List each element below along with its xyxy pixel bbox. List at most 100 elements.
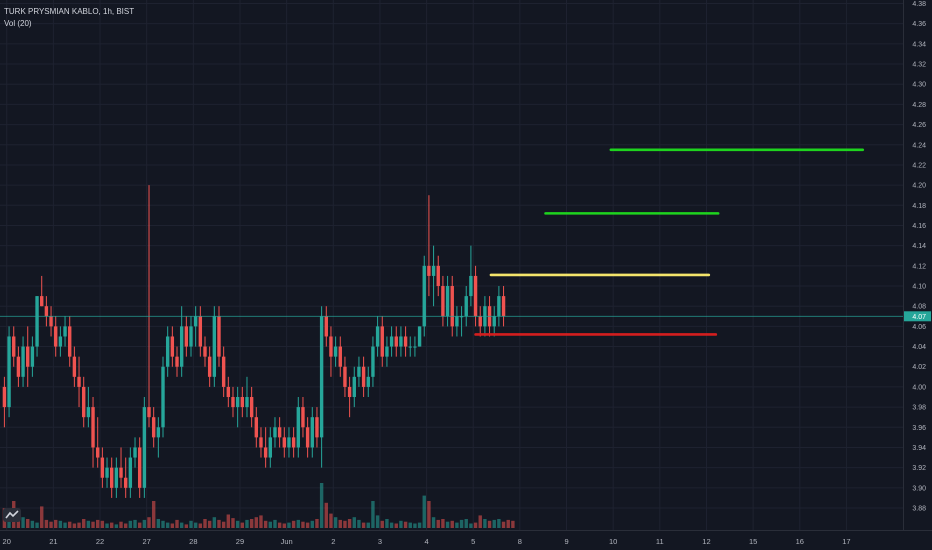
candle-body: [100, 457, 105, 478]
volume-bar: [319, 483, 324, 528]
candle-body: [324, 316, 328, 337]
candle-body: [109, 467, 114, 488]
volume-bar: [254, 517, 259, 528]
volume-bar: [450, 520, 454, 528]
volume-bar: [315, 519, 319, 528]
volume-bar: [347, 519, 352, 528]
volume-indicator-label[interactable]: Vol (20): [4, 19, 32, 28]
y-tick-label: 4.06: [912, 324, 926, 331]
candle-body: [179, 326, 184, 367]
candle-body: [137, 447, 142, 488]
candle-body: [128, 457, 133, 488]
volume-bar: [40, 506, 44, 528]
volume-bar: [469, 523, 473, 528]
volume-bar: [128, 520, 133, 528]
volume-bar: [77, 522, 81, 528]
candle-body: [450, 286, 454, 327]
volume-bar: [44, 519, 49, 528]
volume-bar: [100, 520, 105, 528]
volume-bar: [483, 519, 487, 528]
candle-body: [86, 407, 91, 418]
candle-body: [12, 336, 16, 357]
volume-bar: [175, 519, 179, 528]
volume-bar: [226, 514, 231, 528]
candle-body: [170, 336, 175, 357]
volume-bar: [240, 522, 245, 528]
volume-bar: [431, 517, 436, 528]
x-tick-label: 8: [518, 537, 522, 546]
candle-body: [464, 296, 468, 317]
candle-body: [469, 275, 473, 297]
volume-bar: [161, 520, 165, 528]
candle-body: [77, 376, 81, 387]
volume-bar: [221, 521, 226, 528]
volume-bar: [366, 522, 370, 528]
candle-body: [375, 326, 380, 347]
candle-body: [165, 336, 170, 367]
y-tick-label: 3.94: [912, 445, 926, 452]
volume-bar: [137, 522, 142, 528]
symbol-title[interactable]: TURK PRYSMIAN KABLO, 1h, BIST: [4, 7, 135, 16]
candle-body: [49, 316, 53, 327]
volume-bar: [441, 519, 445, 528]
chart-legend: TURK PRYSMIAN KABLO, 1h, BIST Vol (20): [4, 6, 134, 30]
volume-bar: [58, 520, 63, 528]
x-tick-label: 12: [702, 537, 710, 546]
candle-body: [492, 316, 496, 327]
volume-bar: [114, 524, 119, 528]
volume-bar: [30, 520, 35, 528]
candle-body: [427, 265, 431, 276]
volume-bar: [133, 519, 137, 528]
y-tick-label: 4.20: [912, 183, 926, 190]
candle-body: [96, 447, 100, 458]
volume-bar: [259, 515, 263, 528]
volume-bar: [399, 520, 403, 528]
volume-bar: [497, 519, 501, 528]
candle-body: [455, 316, 459, 327]
candle-body: [105, 467, 109, 478]
candle-body: [478, 316, 482, 327]
volume-bar: [147, 517, 151, 528]
candle-body: [441, 286, 445, 317]
volume-bar: [277, 522, 282, 528]
candle-body: [371, 346, 375, 377]
candle-body: [82, 386, 86, 418]
volume-bar: [109, 522, 114, 528]
volume-bar: [282, 523, 286, 528]
candle-body: [403, 336, 408, 347]
y-tick-label: 4.36: [912, 21, 926, 28]
x-tick-label: 3: [378, 537, 382, 546]
candle-body: [319, 316, 324, 438]
candle-body: [198, 316, 203, 347]
candle-body: [263, 447, 268, 458]
candle-body: [338, 346, 342, 367]
volume-bar: [245, 519, 249, 528]
candle-body: [431, 265, 436, 276]
volume-bar: [301, 521, 305, 528]
volume-bar: [445, 521, 450, 528]
candle-body: [147, 407, 151, 418]
candle-body: [273, 427, 277, 438]
volume-bar: [329, 513, 333, 528]
volume-bar: [268, 521, 273, 528]
tradingview-logo-icon[interactable]: [3, 508, 21, 522]
candle-body: [380, 326, 384, 357]
candle-body: [63, 326, 67, 337]
candle-body: [212, 316, 217, 377]
candle-body: [296, 407, 300, 448]
x-tick-label: 11: [656, 537, 664, 546]
candle-body: [305, 427, 310, 448]
volume-bar: [473, 522, 478, 528]
x-tick-label: 28: [189, 537, 197, 546]
y-tick-label: 4.00: [912, 384, 926, 391]
y-tick-label: 4.30: [912, 82, 926, 89]
candle-body: [417, 326, 422, 347]
volume-bar: [501, 521, 506, 528]
candle-body: [123, 477, 128, 488]
candle-body: [203, 346, 207, 357]
candle-body: [16, 356, 21, 377]
candle-body: [361, 366, 366, 387]
x-tick-label: Jun: [281, 537, 293, 546]
volume-bar: [212, 517, 217, 528]
